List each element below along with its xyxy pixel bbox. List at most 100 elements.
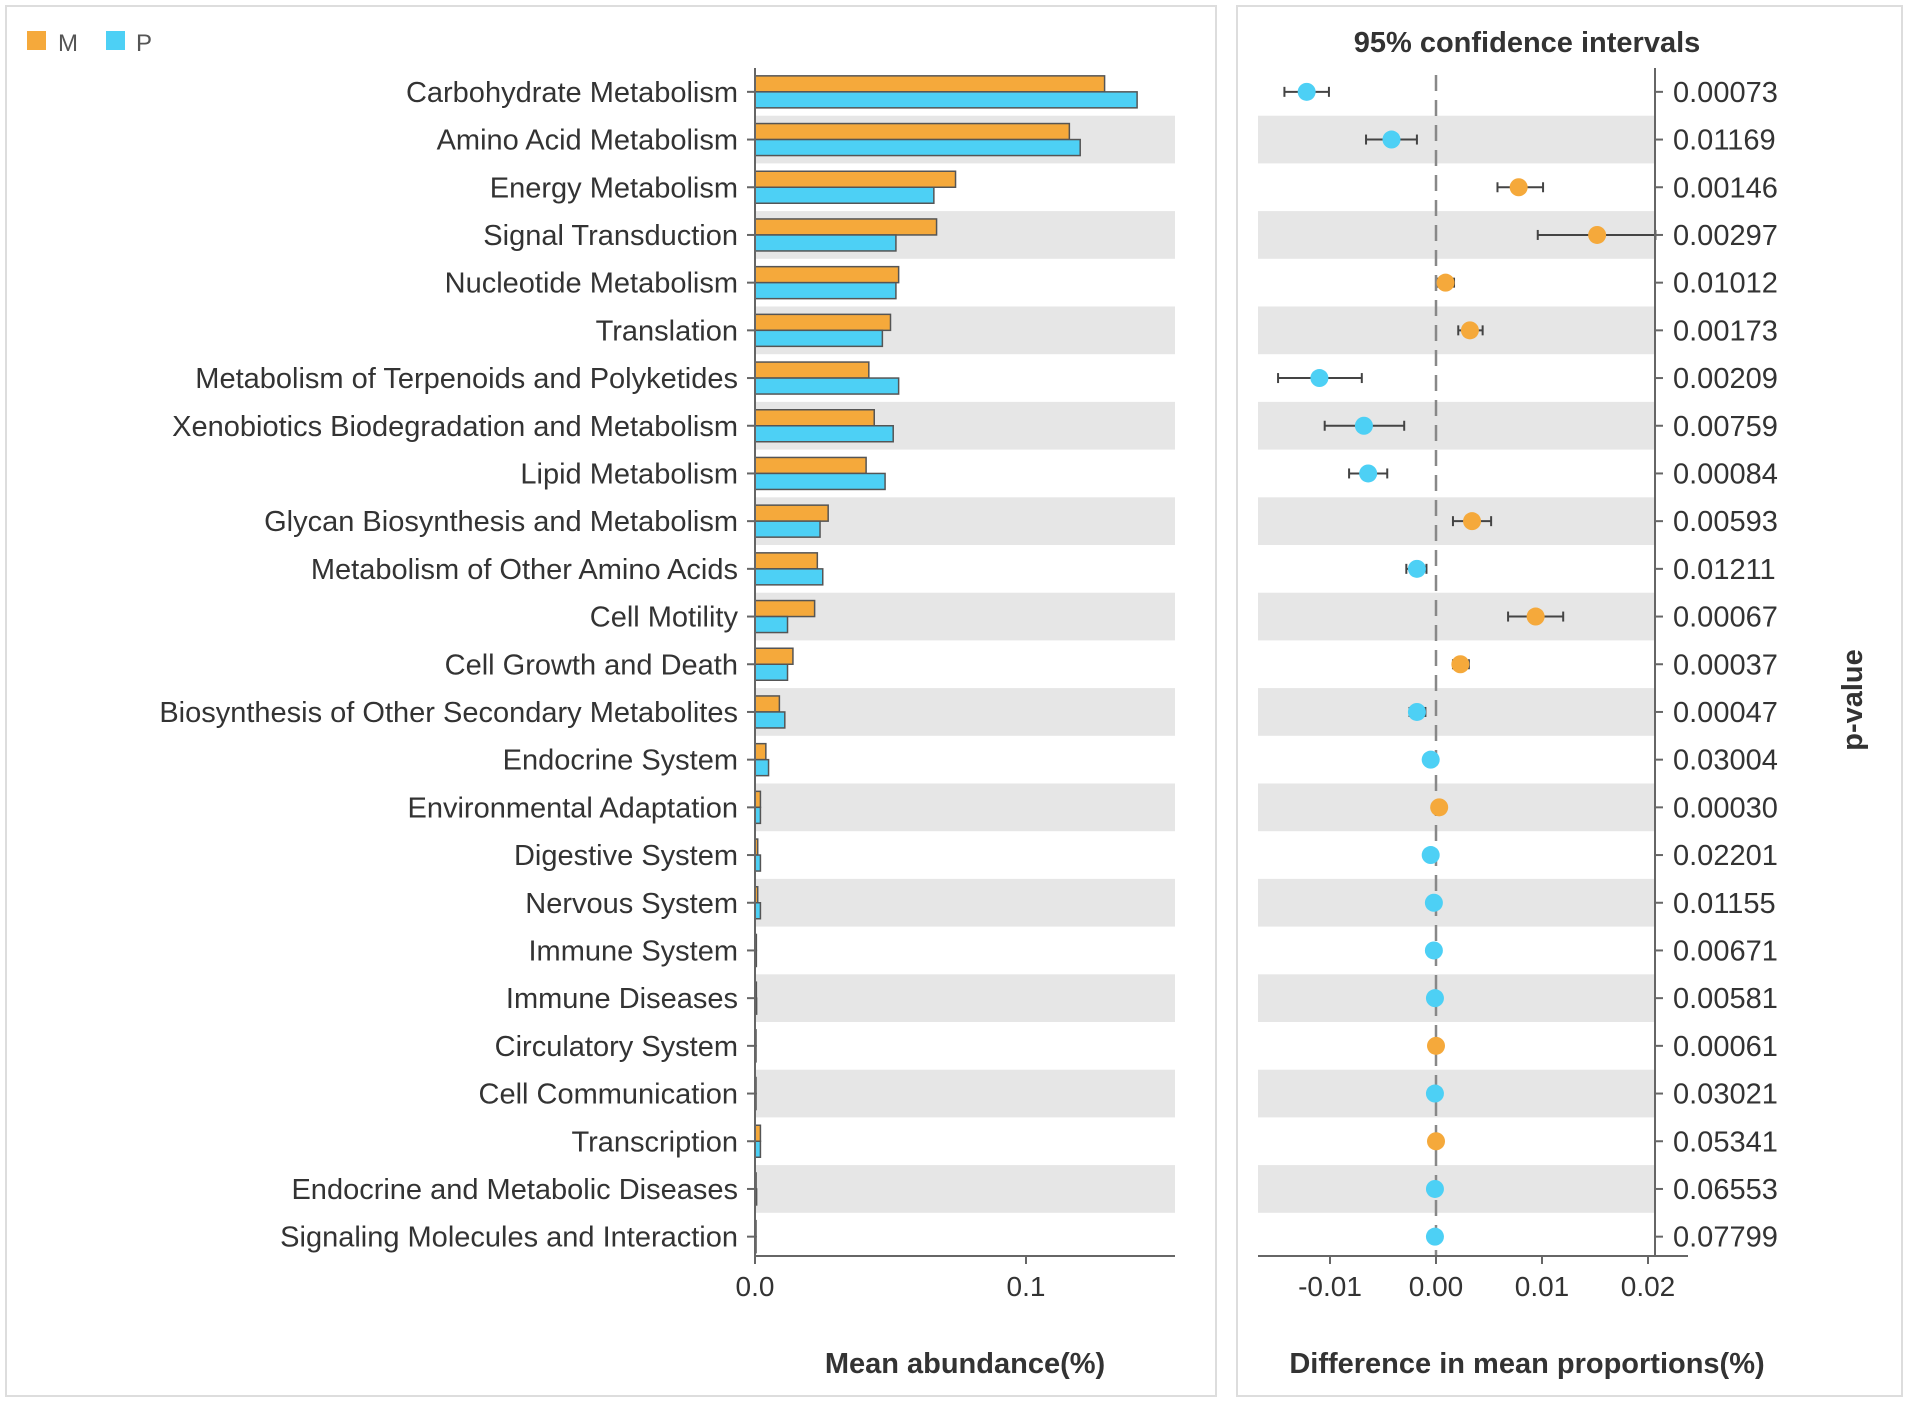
pvalue-label: 0.00671	[1673, 935, 1778, 967]
pvalue-label: 0.00173	[1673, 315, 1778, 347]
stripe-left	[755, 688, 1175, 736]
legend-swatch-m	[27, 31, 46, 50]
pvalue-label: 0.03004	[1673, 745, 1778, 777]
pvalue-label: 0.07799	[1673, 1222, 1778, 1254]
ci-point	[1427, 1036, 1445, 1055]
stripe-right	[1258, 688, 1655, 736]
pvalue-label: 0.00073	[1673, 77, 1778, 109]
category-label: Glycan Biosynthesis and Metabolism	[264, 506, 738, 538]
category-label: Circulatory System	[495, 1031, 738, 1063]
stripe-right	[1258, 783, 1655, 832]
pvalue-labels: 0.00073 0.01169 0.00146 0.00297 0.01012 0.001…	[1655, 77, 1778, 1254]
ci-point	[1425, 1179, 1444, 1198]
category-labels: Carbohydrate Metabolism Amino Acid Metabo…	[159, 77, 755, 1254]
bar-p	[754, 568, 824, 586]
pvalue-label: 0.00030	[1673, 792, 1778, 824]
legend-label-m: M	[58, 30, 78, 57]
legend-swatch-p	[106, 31, 125, 50]
bar-m	[754, 170, 957, 188]
pvalue-label: 0.00209	[1673, 363, 1778, 395]
ci-point	[1526, 607, 1545, 626]
bar-p	[754, 329, 884, 348]
ci-point	[1354, 416, 1373, 435]
category-label: Translation	[596, 315, 738, 347]
ci-point	[1424, 893, 1443, 912]
category-label: Signal Transduction	[483, 220, 738, 252]
ci-x-tick-label: 0.00	[1409, 1271, 1464, 1302]
x-tick-label: 0.1	[1007, 1271, 1046, 1302]
bar-m	[754, 504, 829, 522]
bar-m	[754, 647, 794, 665]
stripe-left	[755, 974, 1175, 1022]
ci-point	[1430, 798, 1449, 817]
bar-p	[754, 281, 897, 300]
stripe-left	[755, 1165, 1175, 1213]
pvalue-label: 0.00047	[1673, 697, 1778, 729]
bar-p	[754, 472, 886, 491]
bar-p	[754, 234, 897, 252]
right-stripes	[1258, 115, 1655, 1213]
ci-point	[1359, 464, 1378, 483]
stripe-left	[755, 783, 1175, 832]
category-label: Metabolism of Terpenoids and Polyketides	[195, 363, 738, 395]
ci-point	[1425, 1084, 1444, 1103]
pvalue-label: 0.00297	[1673, 220, 1778, 252]
legend: M P	[27, 30, 152, 57]
category-label: Biosynthesis of Other Secondary Metaboli…	[159, 697, 738, 729]
ci-x-ticks: -0.01 0.00 0.01 0.02	[1298, 1256, 1675, 1302]
bar-p	[754, 91, 1138, 109]
category-label: Metabolism of Other Amino Acids	[311, 554, 738, 586]
ci-point	[1424, 941, 1443, 960]
category-label: Nucleotide Metabolism	[445, 268, 738, 300]
stripe-right	[1258, 878, 1655, 927]
pvalue-label: 0.00067	[1673, 602, 1778, 634]
stripe-left	[755, 1069, 1175, 1118]
ci-point	[1407, 559, 1426, 578]
ci-point	[1427, 1132, 1445, 1151]
bar-m	[754, 313, 892, 332]
category-label: Carbohydrate Metabolism	[406, 77, 738, 109]
x-tick-label: 0.0	[736, 1271, 775, 1302]
ci-point	[1310, 369, 1329, 388]
bar-m	[754, 456, 867, 475]
category-label: Endocrine System	[503, 745, 738, 777]
category-label: Cell Communication	[479, 1079, 739, 1111]
bar-p	[754, 758, 770, 777]
pvalue-axis-label: p-value	[1837, 649, 1869, 751]
category-label: Signaling Molecules and Interaction	[280, 1222, 738, 1254]
category-label: Energy Metabolism	[490, 172, 738, 204]
bar-p	[754, 138, 1081, 157]
ci-x-tick-label: -0.01	[1298, 1271, 1362, 1302]
ci-x-tick-label: 0.01	[1515, 1271, 1570, 1302]
bar-p	[754, 425, 894, 443]
bar-m	[754, 265, 900, 284]
bar-p	[754, 520, 821, 538]
category-label: Nervous System	[525, 888, 738, 920]
stripe-right	[1258, 1165, 1655, 1213]
stripe-left	[755, 878, 1175, 927]
bar-p	[754, 663, 789, 681]
stripe-left	[755, 592, 1175, 641]
ci-point	[1382, 130, 1401, 149]
pvalue-label: 0.05341	[1673, 1126, 1778, 1158]
category-label: Xenobiotics Biodegradation and Metabolis…	[172, 411, 738, 443]
category-label: Transcription	[571, 1126, 738, 1158]
category-label: Immune Diseases	[506, 983, 738, 1015]
left-x-axis-label: Mean abundance(%)	[825, 1348, 1105, 1380]
ci-point	[1509, 178, 1528, 197]
stripe-right	[1258, 1069, 1655, 1118]
pvalue-label: 0.01155	[1673, 888, 1776, 920]
pvalue-label: 0.00581	[1673, 983, 1778, 1015]
ci-point	[1463, 512, 1482, 531]
pvalue-label: 0.00084	[1673, 458, 1778, 490]
category-label: Endocrine and Metabolic Diseases	[291, 1174, 738, 1206]
ci-x-tick-label: 0.02	[1621, 1271, 1676, 1302]
bar-m	[754, 695, 781, 713]
bar-m	[754, 742, 767, 761]
pvalue-label: 0.06553	[1673, 1174, 1778, 1206]
bar-m	[754, 122, 1071, 141]
stripe-right	[1258, 306, 1655, 355]
ci-point	[1451, 655, 1470, 674]
stripe-right	[1258, 974, 1655, 1022]
pvalue-label: 0.02201	[1673, 840, 1778, 872]
